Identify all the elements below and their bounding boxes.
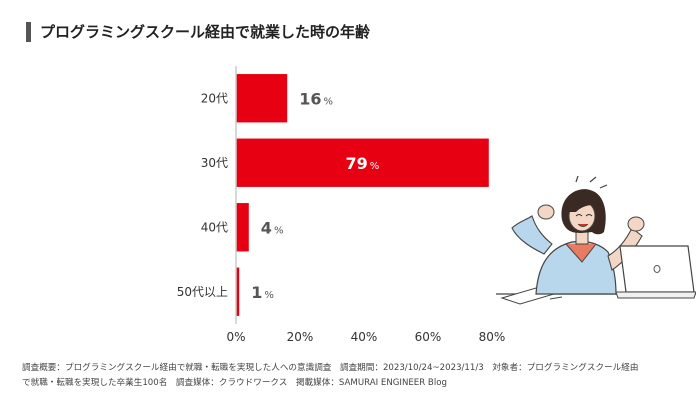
category-label: 50代以上 bbox=[177, 285, 228, 299]
survey-footnote: 調査概要：プログラミングスクール経由で就職・転職を実現した人への意識調査 調査期… bbox=[22, 361, 694, 391]
title-accent-bar bbox=[26, 22, 31, 42]
footnote-line-2: で就職・転職を実現した卒業生100名 調査媒体：クラウドワークス 掲載媒体：SA… bbox=[22, 378, 447, 388]
bar-0 bbox=[236, 74, 288, 123]
category-label: 30代 bbox=[201, 156, 228, 170]
woman-celebrating-at-laptop-illustration bbox=[496, 176, 696, 305]
x-tick-label: 60% bbox=[415, 330, 442, 344]
value-label: 1% bbox=[251, 283, 274, 302]
value-label: 4% bbox=[261, 218, 284, 237]
bar-3 bbox=[236, 267, 240, 316]
category-label: 40代 bbox=[201, 220, 228, 234]
x-tick-label: 20% bbox=[287, 330, 314, 344]
chart-title: プログラミングスクール経由で就業した時の年齢 bbox=[40, 23, 371, 41]
category-label: 20代 bbox=[201, 91, 228, 105]
x-tick-label: 0% bbox=[226, 330, 245, 344]
bar-1 bbox=[236, 138, 489, 187]
value-label: 79% bbox=[346, 154, 380, 173]
x-tick-label: 40% bbox=[351, 330, 378, 344]
value-label: 16% bbox=[299, 89, 333, 108]
bar-2 bbox=[236, 203, 249, 252]
x-tick-label: 80% bbox=[479, 330, 506, 344]
footnote-line-1: 調査概要：プログラミングスクール経由で就職・転職を実現した人への意識調査 調査期… bbox=[22, 363, 639, 373]
